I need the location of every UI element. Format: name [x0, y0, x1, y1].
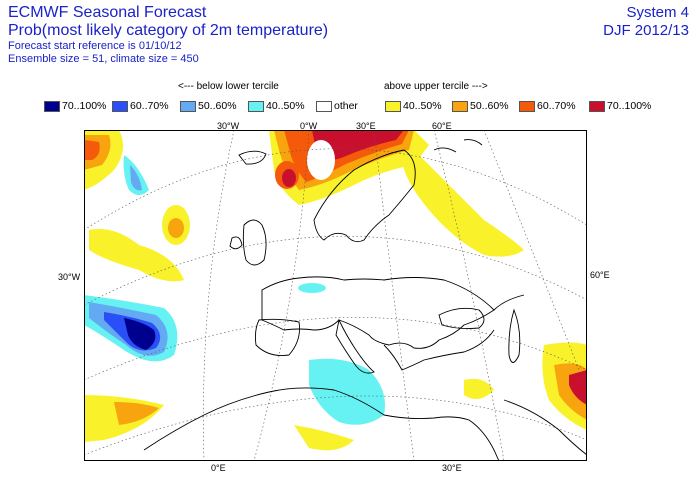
legend-swatch [112, 100, 128, 112]
legend-item: 60..70% [519, 100, 576, 112]
legend-swatch [44, 100, 60, 112]
legend-item: 50..60% [180, 100, 237, 112]
ensemble-size: Ensemble size = 51, climate size = 450 [8, 53, 199, 65]
legend-item: 60..70% [112, 100, 169, 112]
graticule-label-right-60e: 60°E [590, 270, 610, 280]
probability-fields [84, 130, 587, 451]
legend-label: other [334, 100, 358, 112]
legend-swatch [452, 100, 468, 112]
legend-label: 40..50% [266, 100, 305, 112]
legend-swatch [180, 100, 196, 112]
graticule-label-top-0: 0°W [300, 121, 318, 131]
legend-label: 60..70% [537, 100, 576, 112]
coastlines [143, 139, 587, 461]
legend-swatch [589, 100, 605, 112]
system-block: System 4 DJF 2012/13 [603, 4, 689, 40]
graticule-label-top-60e: 60°E [432, 121, 452, 131]
map-border [84, 130, 587, 461]
graticule-label-top-30w: 30°W [217, 121, 240, 131]
graticule-label-left-30w: 30°W [58, 272, 81, 282]
legend: 70..100% 60..70% 50..60% 40..50% other 4… [0, 100, 697, 114]
legend-below-heading: <--- below lower tercile [178, 81, 279, 92]
forecast-title: ECMWF Seasonal Forecast [8, 4, 207, 21]
graticule-label-bottom-0e: 0°E [211, 463, 226, 473]
variable-title: Prob(most likely category of 2m temperat… [8, 22, 329, 39]
legend-label: 50..60% [470, 100, 509, 112]
legend-item: 40..50% [248, 100, 305, 112]
legend-label: 70..100% [607, 100, 652, 112]
legend-swatch [316, 100, 332, 112]
system-label: System 4 [626, 4, 689, 21]
legend-item: 40..50% [385, 100, 442, 112]
forecast-map [84, 130, 587, 461]
legend-item: 70..100% [589, 100, 651, 112]
legend-item: 70..100% [44, 100, 106, 112]
season-label: DJF 2012/13 [603, 22, 689, 39]
legend-item: other [316, 100, 358, 112]
title-block: ECMWF Seasonal Forecast Prob(most likely… [8, 4, 328, 66]
legend-swatch [519, 100, 535, 112]
legend-swatch [385, 100, 401, 112]
graticule-label-top-30e: 30°E [356, 121, 376, 131]
legend-swatch [248, 100, 264, 112]
legend-item: 50..60% [452, 100, 509, 112]
graticule-label-bottom-30e: 30°E [442, 463, 462, 473]
legend-label: 70..100% [62, 100, 107, 112]
legend-label: 60..70% [130, 100, 169, 112]
legend-above-heading: above upper tercile ---> [384, 81, 488, 92]
legend-label: 50..60% [198, 100, 237, 112]
legend-label: 40..50% [403, 100, 442, 112]
start-reference: Forecast start reference is 01/10/12 [8, 40, 182, 52]
